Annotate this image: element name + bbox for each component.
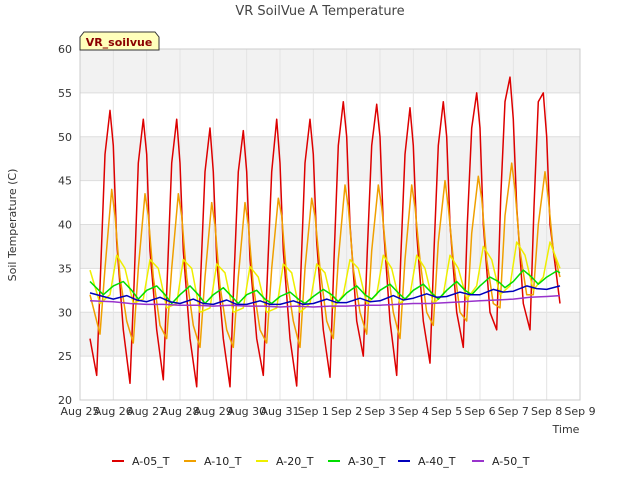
plot-band	[80, 224, 580, 269]
x-tick-label: Sep 2	[331, 405, 362, 418]
x-tick-label: Aug 30	[227, 405, 266, 418]
series-lines	[89, 76, 561, 388]
y-tick-label: 25	[58, 350, 72, 363]
x-tick-label: Sep 4	[398, 405, 429, 418]
legend-item: A-05_T	[112, 455, 170, 468]
series-line-a-20_t	[89, 241, 561, 314]
y-tick-label: 40	[58, 219, 72, 232]
x-tick-label: Sep 9	[564, 405, 595, 418]
plot-band	[80, 92, 580, 137]
legend-item: A-50_T	[472, 455, 530, 468]
legend-label: A-50_T	[492, 455, 530, 468]
site-badge: VR_soilvue	[79, 31, 160, 51]
plot-band	[80, 136, 580, 181]
legend-label: A-30_T	[348, 455, 386, 468]
legend-item: A-20_T	[256, 455, 314, 468]
y-tick-label: 50	[58, 131, 72, 144]
legend-label: A-20_T	[276, 455, 314, 468]
legend-item: A-40_T	[398, 455, 456, 468]
x-tick-label: Sep 6	[464, 405, 495, 418]
legend-label: A-40_T	[418, 455, 456, 468]
legend-item: A-30_T	[328, 455, 386, 468]
series-line-a-30_t	[89, 269, 561, 305]
site-badge-label: VR_soilvue	[86, 36, 153, 49]
x-tick-label: Sep 3	[364, 405, 395, 418]
x-axis-label: Time	[552, 423, 580, 436]
y-axis-label: Soil Temperature (C)	[6, 169, 19, 282]
y-tick-label: 45	[58, 175, 72, 188]
legend-label: A-10_T	[204, 455, 242, 468]
plot-band	[80, 180, 580, 225]
x-tick-label: Aug 27	[127, 405, 166, 418]
x-tick-label: Aug 25	[61, 405, 100, 418]
y-tick-label: 30	[58, 306, 72, 319]
legend-label: A-05_T	[132, 455, 170, 468]
legend-item: A-10_T	[184, 455, 242, 468]
series-line-a-05_t	[89, 76, 561, 388]
x-tick-label: Aug 29	[194, 405, 233, 418]
plot-band	[80, 49, 580, 93]
y-tick-label: 60	[58, 43, 72, 56]
chart-title: VR SoilVue A Temperature	[235, 4, 404, 19]
x-tick-label: Aug 31	[261, 405, 300, 418]
y-tick-label: 20	[58, 394, 72, 407]
y-axis-ticks: 20 25 30 35 40 45 50 55 60	[58, 43, 72, 407]
series-line-a-40_t	[89, 285, 561, 306]
x-tick-label: Aug 26	[94, 405, 133, 418]
plot-band	[80, 312, 580, 357]
series-line-a-10_t	[89, 162, 561, 349]
site-badge-box	[79, 31, 160, 51]
y-tick-label: 35	[58, 262, 72, 275]
x-tick-label: Sep 8	[531, 405, 562, 418]
y-tick-label: 55	[58, 87, 72, 100]
x-tick-label: Sep 1	[298, 405, 329, 418]
legend: A-05_T A-10_T A-20_T A-30_T A-40_T A-50_T	[112, 455, 530, 468]
plot-frame	[79, 48, 581, 401]
x-tick-label: Aug 28	[161, 405, 200, 418]
x-tick-label: Sep 5	[431, 405, 462, 418]
x-tick-label: Sep 7	[498, 405, 529, 418]
series-line-a-50_t	[89, 294, 561, 308]
